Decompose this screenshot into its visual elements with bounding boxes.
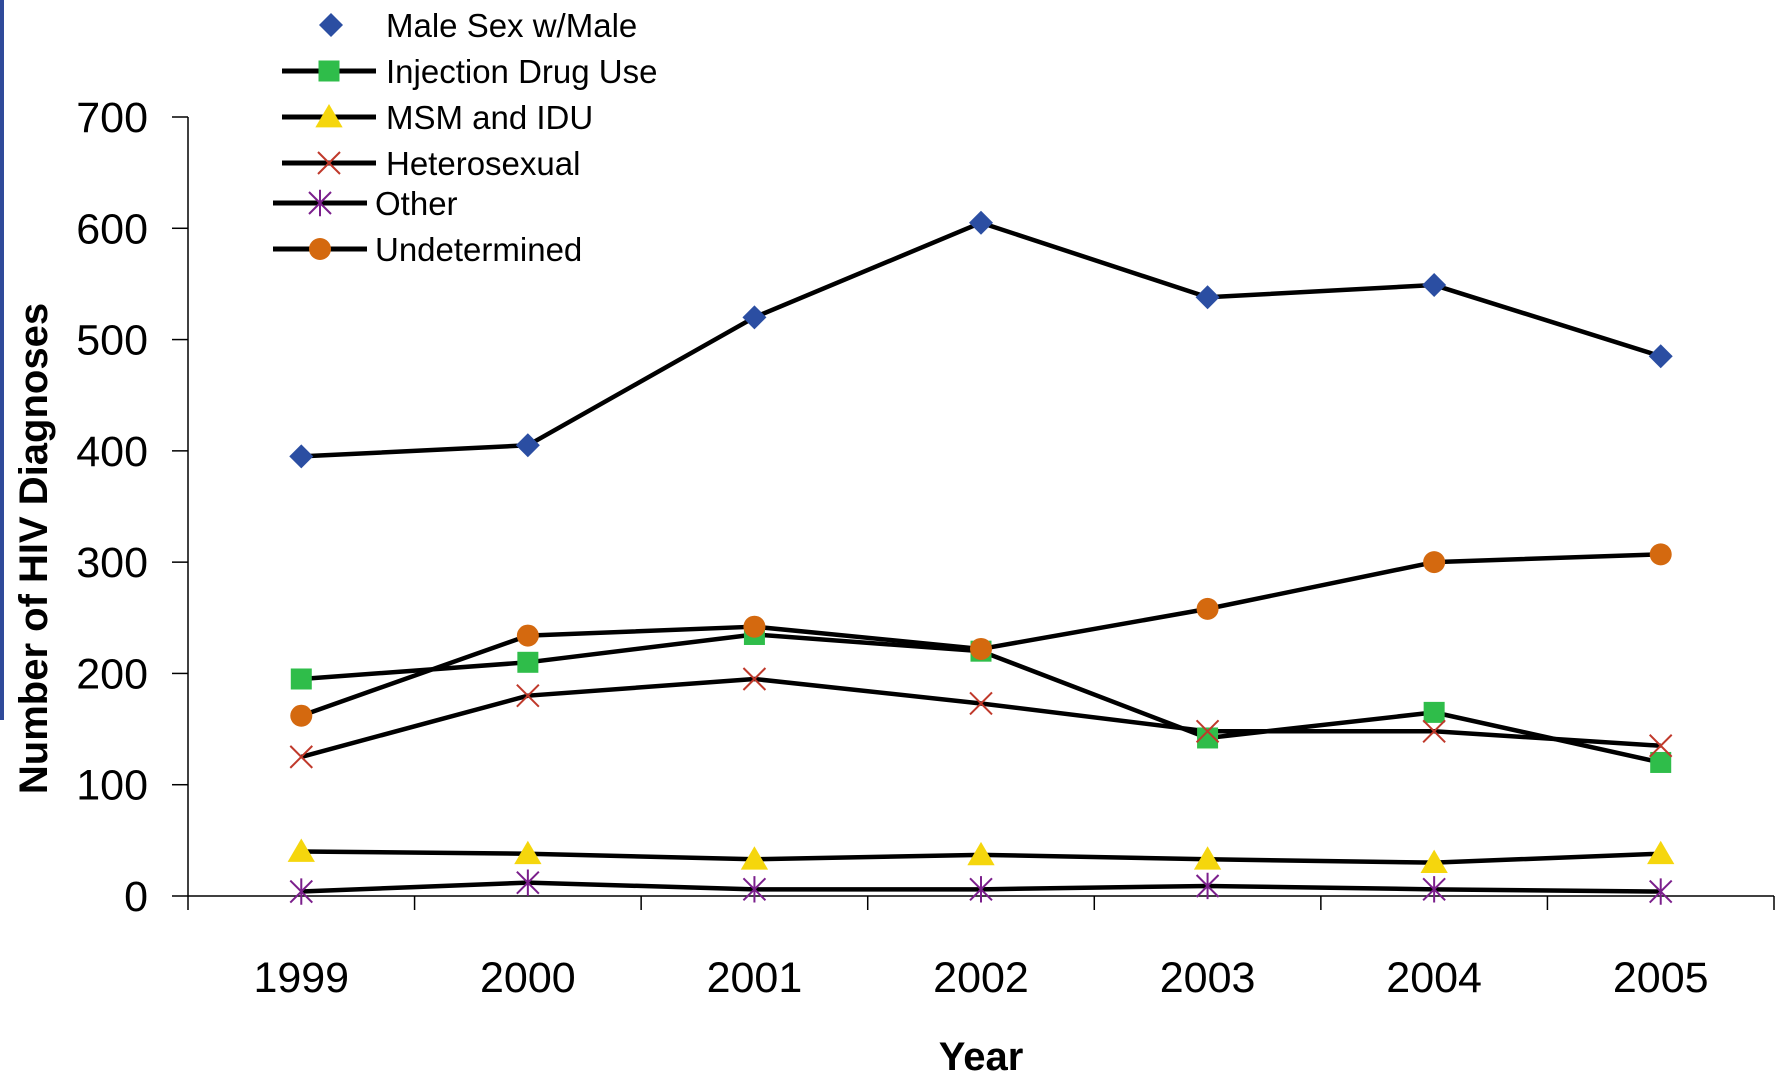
data-point	[743, 615, 766, 638]
legend-marker	[315, 104, 343, 128]
x-axis-title: Year	[939, 1035, 1024, 1076]
y-tick-label: 200	[76, 650, 148, 698]
data-point	[1195, 872, 1220, 900]
data-point	[1195, 285, 1220, 310]
y-axis-title: Number of HIV Diagnoses	[12, 303, 56, 794]
x-tick-label: 2001	[707, 954, 803, 1002]
series-line-5	[300, 552, 1661, 718]
data-point	[742, 667, 767, 691]
data-point	[970, 637, 992, 660]
data-point	[1196, 597, 1219, 620]
data-point	[289, 444, 314, 469]
data-point	[742, 305, 767, 330]
data-point	[516, 624, 539, 647]
legend-label: Other	[375, 185, 458, 222]
y-tick-label: 600	[76, 205, 148, 253]
axes-group: 0 100 200 300 400 500 600 700 1999 2000 2001 2002 20…	[76, 94, 1775, 1002]
legend-marker	[308, 189, 332, 217]
x-tick-label: 2000	[480, 954, 576, 1002]
legend: Male Sex w/Male Injection Drug Use MSM and…	[273, 7, 657, 268]
data-point	[290, 704, 313, 727]
x-tick-label: 2004	[1386, 954, 1482, 1002]
legend-item: MSM and IDU	[282, 99, 593, 136]
left-accent-bar	[0, 0, 4, 720]
x-tick-label: 2003	[1160, 954, 1256, 1002]
legend-item: Injection Drug Use	[282, 53, 657, 90]
data-point	[1422, 719, 1446, 744]
legend-item: Heterosexual	[282, 145, 580, 182]
y-tick-label: 0	[124, 873, 148, 921]
data-point	[1193, 846, 1222, 870]
data-point	[967, 841, 995, 866]
data-point	[740, 846, 769, 870]
data-point	[287, 838, 315, 862]
legend-item: Other	[273, 185, 458, 222]
y-tick-label: 100	[76, 762, 148, 810]
y-tick-label: 700	[76, 94, 148, 142]
data-point	[1422, 273, 1447, 298]
data-point	[1649, 878, 1673, 905]
legend-label: Injection Drug Use	[386, 53, 657, 90]
x-tick-label: 2002	[933, 954, 1029, 1002]
legend-item: Undetermined	[273, 231, 582, 268]
y-tick-label: 500	[76, 317, 148, 365]
data-point	[742, 876, 767, 903]
y-tick-label: 300	[76, 539, 148, 587]
data-point	[1650, 751, 1672, 773]
legend-marker	[319, 13, 343, 37]
series-lines-group	[300, 220, 1662, 894]
data-point	[290, 668, 312, 690]
legend-label: MSM and IDU	[386, 99, 593, 136]
series-markers-group	[287, 210, 1675, 905]
data-point	[1197, 727, 1219, 749]
data-point	[516, 683, 540, 708]
data-point	[517, 651, 539, 673]
data-point	[515, 433, 540, 458]
data-point	[1649, 543, 1672, 566]
y-tick-label: 400	[76, 428, 148, 476]
data-point	[1420, 849, 1448, 874]
data-point	[289, 878, 313, 905]
x-tick-label: 2005	[1613, 954, 1709, 1002]
data-point	[969, 210, 993, 235]
data-point	[969, 691, 993, 716]
data-point	[514, 840, 542, 865]
legend-label: Undetermined	[375, 231, 582, 268]
legend-marker	[309, 238, 331, 260]
data-point	[1423, 701, 1445, 723]
data-point	[969, 876, 993, 903]
legend-item: Male Sex w/Male	[319, 7, 637, 44]
data-point	[1423, 551, 1446, 574]
data-point	[289, 745, 313, 769]
data-point	[1648, 344, 1673, 369]
x-tick-label: 1999	[253, 954, 349, 1002]
data-point	[1647, 840, 1675, 865]
data-point	[1422, 876, 1446, 903]
data-point	[516, 869, 540, 896]
data-point	[1649, 734, 1673, 758]
legend-marker	[318, 60, 340, 82]
legend-label: Male Sex w/Male	[386, 7, 637, 44]
legend-label: Heterosexual	[386, 145, 580, 182]
legend-marker	[317, 151, 341, 175]
data-point	[1195, 719, 1220, 744]
